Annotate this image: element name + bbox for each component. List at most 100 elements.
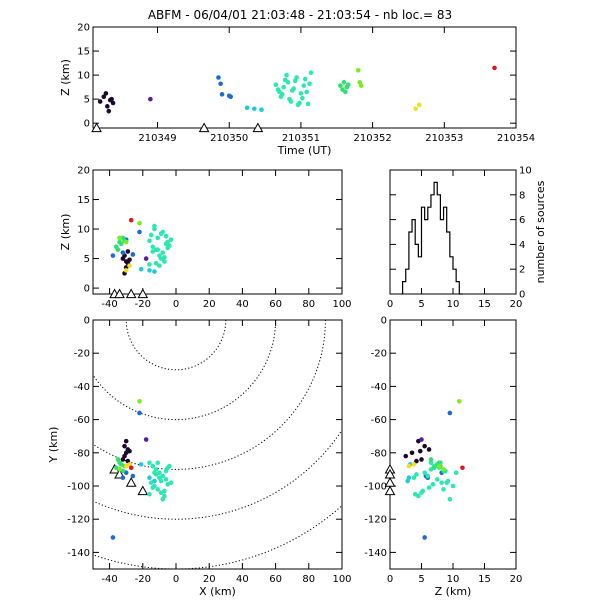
- time-panel-source-37: [302, 76, 308, 82]
- xz-panel-source-32: [157, 263, 162, 268]
- time-panel-ytick-label-0: 0: [84, 119, 90, 130]
- xz-panel-xtick-label-0: -40: [101, 299, 117, 310]
- zy-panel-source-35: [420, 488, 426, 494]
- zy-panel-xtick-label-2: 10: [447, 574, 460, 585]
- time-panel-source-50: [358, 83, 364, 88]
- xz-panel-ylabel: Z (km): [59, 214, 72, 251]
- xy-panel-source-6: [120, 457, 126, 462]
- xz-panel-ytick-label-0: 0: [84, 284, 90, 295]
- xy-panel-ytick-label-4: -60: [74, 415, 90, 426]
- chart-title: ABFM - 06/04/01 21:03:48 - 21:03:54 - nb…: [148, 8, 452, 22]
- xy-panel-ytick-label-5: -40: [74, 382, 90, 393]
- xz-panel-source-49: [117, 235, 122, 241]
- zy-panel-source-34: [426, 485, 432, 490]
- hist-panel-ytick-label-0: 0: [519, 290, 525, 301]
- xy-panel-ylabel: Y (km): [47, 427, 60, 464]
- zy-panel-source-2: [426, 447, 432, 452]
- xz-panel-source-15: [147, 268, 152, 273]
- zy-panel-source-21: [425, 473, 431, 479]
- xz-panel-source-13: [110, 253, 116, 258]
- zy-panel-xtick-label-1: 5: [418, 574, 424, 585]
- time-panel-source-47: [345, 82, 351, 88]
- xz-panel-station-3: [137, 288, 149, 299]
- zy-panel-source-51: [406, 463, 412, 469]
- zy-panel-ytick-label-4: -60: [371, 415, 387, 426]
- time-panel-source-0: [97, 99, 103, 104]
- time-panel-xtick-label-2: 210351: [282, 133, 320, 144]
- zy-panel-source-28: [430, 482, 436, 487]
- zy-panel-source-38: [428, 460, 434, 466]
- time-panel-source-4: [106, 108, 112, 114]
- xz-panel-ytick-label-3: 15: [77, 195, 90, 206]
- xy-panel-xtick-label-6: 80: [302, 574, 315, 585]
- time-panel-station-0: [91, 122, 102, 133]
- zy-panel-source-50: [436, 463, 442, 469]
- zy-panel-source-6: [419, 457, 424, 462]
- time-panel-xtick-label-5: 210354: [497, 133, 535, 144]
- xz-panel-xtick-label-2: 0: [173, 299, 179, 310]
- zy-panel-ytick-label-6: -20: [371, 349, 387, 360]
- xz-panel-xtick-label-1: -20: [135, 299, 151, 310]
- time-panel-source-11: [219, 92, 225, 97]
- xz-panel-source-53: [128, 217, 134, 223]
- time-panel-xtick-label-4: 210353: [425, 133, 463, 144]
- xy-panel-source-17: [147, 460, 152, 466]
- time-panel-xtick-label-3: 210352: [354, 133, 392, 144]
- time-panel-source-36: [301, 83, 307, 88]
- zy-panel-source-4: [403, 453, 409, 459]
- xy-panel-ytick-label-1: -120: [67, 515, 90, 526]
- xz-panel-source-48: [137, 220, 142, 226]
- x-z-panel: -40 -20 0 20 40 60 80 100 0 5 10 15 20 Z (km): [59, 166, 352, 311]
- xz-panel-source-39: [147, 262, 152, 267]
- xz-panel-source-38: [155, 247, 161, 253]
- time-panel-source-38: [304, 89, 309, 95]
- xy-panel-xlabel: X (km): [199, 585, 236, 598]
- time-panel-source-40: [307, 81, 312, 87]
- hist-panel-bin-9: [431, 195, 434, 294]
- time-panel-source-39: [305, 101, 311, 107]
- time-panel-source-41: [308, 70, 314, 75]
- xz-panel-source-36: [165, 239, 170, 245]
- hist-panel-ytick-label-1: 2: [519, 265, 525, 276]
- zy-panel-ytick-label-7: 0: [381, 316, 387, 327]
- xy-panel-ytick-label-2: -100: [67, 482, 90, 493]
- z-y-panel: 0 5 10 15 20 -140 -120 -100 -80 -60 -40 -20 0 Z (km): [364, 316, 522, 599]
- xz-panel-source-45: [115, 247, 121, 253]
- xy-panel-source-9: [137, 410, 142, 416]
- xz-panel-source-2: [125, 249, 131, 254]
- xy-panel-source-39: [147, 492, 152, 497]
- xy-panel-ytick-label-3: -80: [74, 448, 90, 459]
- zy-panel-source-39: [412, 492, 418, 497]
- x-y-map-panel: -40 -20 0 20 40 60 80 100 -140 -120 -100 -80 -60 -40 -…: [47, 316, 352, 599]
- hist-panel-xtick-label-3: 15: [478, 299, 491, 310]
- xz-panel-frame: [92, 169, 343, 295]
- hist-panel-bin-12: [440, 220, 443, 294]
- xy-panel-source-0: [123, 438, 129, 444]
- time-panel-source-42: [338, 83, 343, 88]
- zy-panel-ytick-label-3: -80: [371, 448, 387, 459]
- time-panel-source-3: [105, 104, 110, 109]
- time-panel-source-48: [355, 67, 361, 73]
- time-panel-source-1: [101, 94, 107, 100]
- zy-panel-source-43: [431, 465, 437, 471]
- xy-panel-source-12: [130, 473, 136, 479]
- time-panel-station-1: [198, 122, 210, 133]
- time-panel-ytick-label-3: 15: [77, 47, 90, 58]
- xy-panel-xtick-label-3: 20: [203, 574, 216, 585]
- time-panel-source-29: [291, 86, 297, 91]
- xz-panel-xtick-label-4: 40: [236, 299, 249, 310]
- xz-panel-source-30: [163, 233, 169, 239]
- zy-panel-frame: [389, 319, 517, 570]
- xy-panel-frame: [92, 319, 343, 570]
- xy-panel-xtick-label-2: 0: [173, 574, 179, 585]
- zy-panel-ytick-label-1: -120: [364, 515, 387, 526]
- xz-panel-xtick-label-7: 100: [332, 299, 351, 310]
- xz-panel-station-1: [114, 288, 125, 299]
- xz-panel-source-35: [162, 255, 167, 260]
- zy-panel-source-40: [439, 480, 444, 485]
- time-panel-source-14: [244, 105, 250, 111]
- xz-panel-source-46: [118, 241, 124, 247]
- zy-panel-xtick-label-4: 20: [510, 574, 523, 585]
- time-panel-source-7: [110, 100, 116, 106]
